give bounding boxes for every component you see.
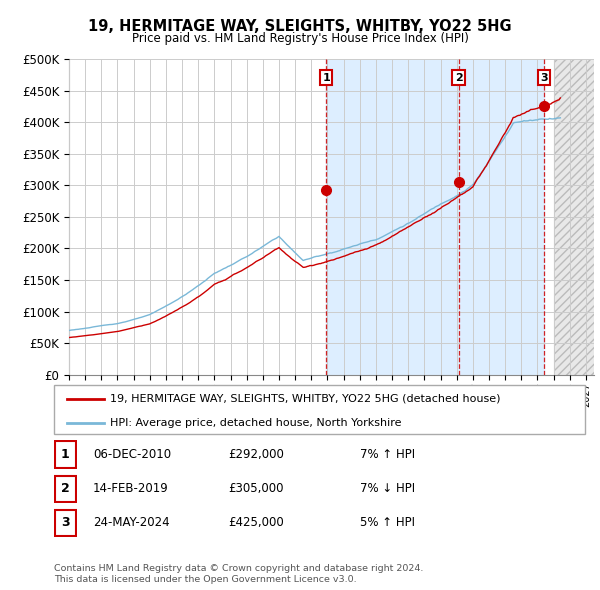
Text: 14-FEB-2019: 14-FEB-2019 bbox=[93, 482, 169, 495]
Text: 19, HERMITAGE WAY, SLEIGHTS, WHITBY, YO22 5HG: 19, HERMITAGE WAY, SLEIGHTS, WHITBY, YO2… bbox=[88, 19, 512, 34]
Text: 1: 1 bbox=[61, 448, 70, 461]
Text: 7% ↓ HPI: 7% ↓ HPI bbox=[360, 482, 415, 495]
Bar bbox=[326, 59, 544, 375]
Text: 2: 2 bbox=[455, 73, 463, 83]
Bar bbox=[554, 59, 594, 375]
Bar bbox=[554, 59, 594, 375]
Text: Contains HM Land Registry data © Crown copyright and database right 2024.: Contains HM Land Registry data © Crown c… bbox=[54, 565, 424, 573]
Text: 19, HERMITAGE WAY, SLEIGHTS, WHITBY, YO22 5HG (detached house): 19, HERMITAGE WAY, SLEIGHTS, WHITBY, YO2… bbox=[110, 394, 500, 404]
Text: 06-DEC-2010: 06-DEC-2010 bbox=[93, 448, 171, 461]
FancyBboxPatch shape bbox=[55, 441, 76, 468]
Text: £425,000: £425,000 bbox=[228, 516, 284, 529]
Text: 3: 3 bbox=[540, 73, 548, 83]
Text: £305,000: £305,000 bbox=[228, 482, 284, 495]
Text: 7% ↑ HPI: 7% ↑ HPI bbox=[360, 448, 415, 461]
Text: £292,000: £292,000 bbox=[228, 448, 284, 461]
Text: Price paid vs. HM Land Registry's House Price Index (HPI): Price paid vs. HM Land Registry's House … bbox=[131, 32, 469, 45]
Text: 1: 1 bbox=[322, 73, 330, 83]
Text: 5% ↑ HPI: 5% ↑ HPI bbox=[360, 516, 415, 529]
Text: HPI: Average price, detached house, North Yorkshire: HPI: Average price, detached house, Nort… bbox=[110, 418, 401, 428]
Text: 24-MAY-2024: 24-MAY-2024 bbox=[93, 516, 170, 529]
FancyBboxPatch shape bbox=[54, 385, 585, 434]
FancyBboxPatch shape bbox=[55, 510, 76, 536]
Text: 3: 3 bbox=[61, 516, 70, 529]
Text: This data is licensed under the Open Government Licence v3.0.: This data is licensed under the Open Gov… bbox=[54, 575, 356, 584]
Text: 2: 2 bbox=[61, 482, 70, 495]
FancyBboxPatch shape bbox=[55, 476, 76, 502]
